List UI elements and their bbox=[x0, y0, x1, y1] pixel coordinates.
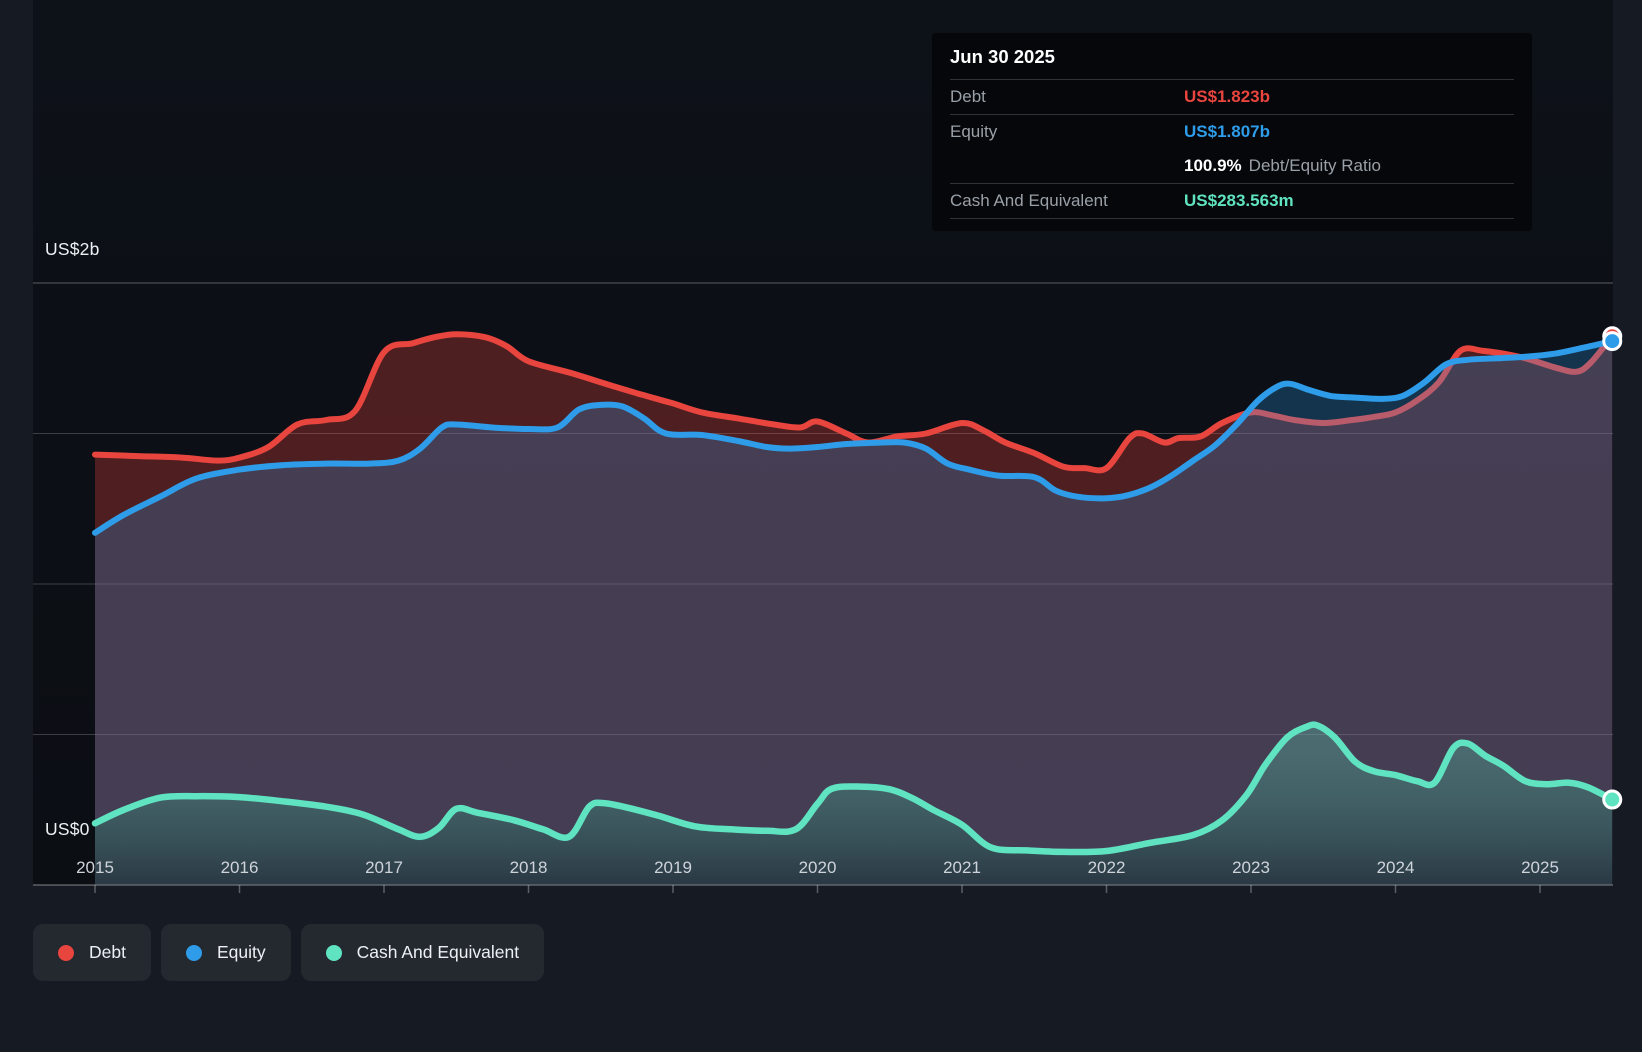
tooltip-date: Jun 30 2025 bbox=[950, 46, 1055, 67]
x-axis-label: 2015 bbox=[76, 858, 114, 877]
tooltip-row-cash: Cash And Equivalent US$283.563m bbox=[950, 183, 1514, 219]
x-axis-label: 2017 bbox=[365, 858, 403, 877]
debt-dot-icon bbox=[58, 944, 74, 961]
x-axis-label: 2022 bbox=[1087, 858, 1126, 877]
tooltip-ratio-label: Debt/Equity Ratio bbox=[1248, 156, 1381, 175]
tooltip-row-ratio: 100.9% Debt/Equity Ratio bbox=[950, 149, 1514, 183]
x-axis-label: 2019 bbox=[654, 858, 692, 877]
x-axis-label: 2023 bbox=[1232, 858, 1270, 877]
tooltip-debt-value: US$1.823b bbox=[1184, 87, 1270, 106]
tooltip-ratio-value: 100.9% bbox=[1184, 156, 1242, 175]
x-axis-label: 2021 bbox=[943, 858, 981, 877]
tooltip-equity-label: Equity bbox=[950, 122, 998, 141]
tooltip-equity-value: US$1.807b bbox=[1184, 122, 1270, 141]
x-axis-label: 2018 bbox=[509, 858, 548, 877]
tooltip-cash-value: US$283.563m bbox=[1184, 191, 1294, 210]
x-axis-label: 2025 bbox=[1521, 858, 1559, 877]
equity-dot-icon bbox=[185, 944, 202, 961]
x-axis-label: 2024 bbox=[1376, 858, 1415, 877]
tooltip-debt-label: Debt bbox=[950, 87, 986, 106]
y-axis-label-bottom: US$0 bbox=[45, 819, 90, 839]
tooltip-row-debt: Debt US$1.823b bbox=[950, 79, 1514, 114]
chart-tooltip: Jun 30 2025 Debt US$1.823b Equity US$1.8… bbox=[932, 33, 1532, 231]
legend-item-cash[interactable]: Cash And Equivalent bbox=[300, 924, 545, 981]
cash-dot-icon bbox=[325, 944, 342, 961]
legend-equity-label: Equity bbox=[216, 942, 266, 962]
chart-legend: Debt Equity Cash And Equivalent bbox=[33, 924, 545, 981]
legend-item-debt[interactable]: Debt bbox=[33, 924, 151, 981]
x-axis-label: 2020 bbox=[798, 858, 837, 877]
legend-item-equity[interactable]: Equity bbox=[160, 924, 291, 981]
x-axis-label: 2016 bbox=[220, 858, 259, 877]
legend-cash-label: Cash And Equivalent bbox=[356, 942, 520, 962]
tooltip-row-equity: Equity US$1.807b bbox=[950, 114, 1514, 149]
y-axis-label-top: US$2b bbox=[45, 239, 100, 259]
tooltip-cash-label: Cash And Equivalent bbox=[950, 191, 1108, 210]
legend-debt-label: Debt bbox=[89, 942, 126, 962]
